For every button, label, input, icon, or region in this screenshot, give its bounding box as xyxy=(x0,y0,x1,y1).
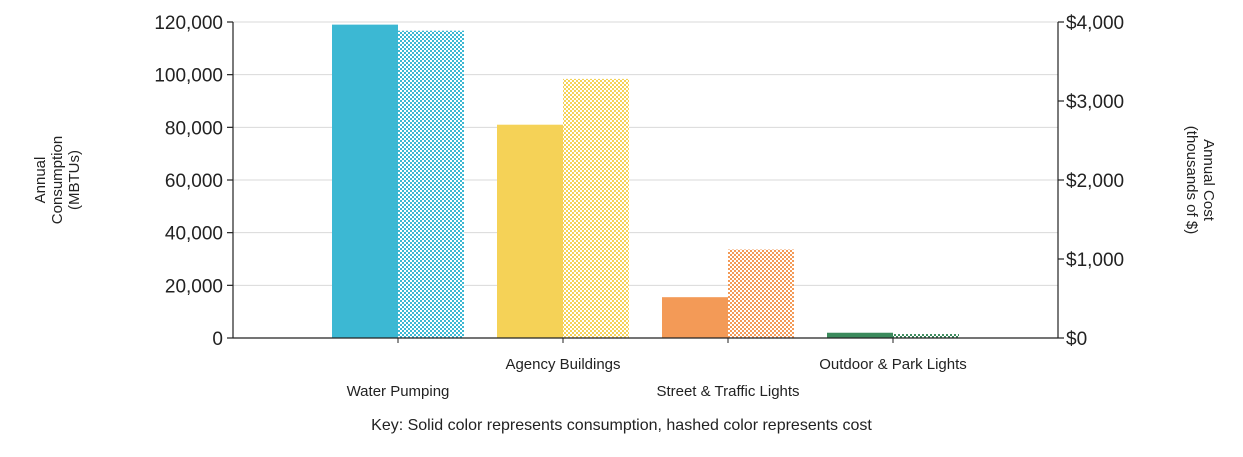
category-labels: Water Pumping Agency Buildings Street & Tr… xyxy=(347,356,967,400)
left-axis-ticks: 0 20,000 40,000 60,000 80,000 100,000 120,000 xyxy=(154,13,233,350)
cost-bar xyxy=(893,334,959,338)
left-tick-label: 40,000 xyxy=(165,224,223,245)
category-label: Outdoor & Park Lights xyxy=(819,356,967,373)
left-tick-label: 80,000 xyxy=(165,118,223,139)
right-axis-ticks: $0 $1,000 $2,000 $3,000 $4,000 xyxy=(1058,13,1124,350)
chart: 020,00040,00060,00080,000100,000120,000 … xyxy=(32,13,1217,400)
right-axis-label-line: Annual Cost xyxy=(1200,139,1217,222)
right-tick-label: $1,000 xyxy=(1066,250,1124,271)
left-tick-label: 120,000 xyxy=(154,13,223,34)
consumption-bar xyxy=(827,332,893,338)
left-axis-label: AnnualConsumption(MBTUs) xyxy=(32,136,83,224)
left-tick-label: 60,000 xyxy=(165,171,223,192)
cost-bar xyxy=(563,78,629,338)
bars xyxy=(332,24,959,339)
cost-bar xyxy=(728,249,794,338)
left-axis-label-line: Annual xyxy=(32,157,49,204)
left-tick-label: 0 xyxy=(212,329,223,350)
cost-bar xyxy=(398,30,464,338)
consumption-bar xyxy=(662,297,728,338)
right-tick-label: $3,000 xyxy=(1066,92,1124,113)
category-label: Water Pumping xyxy=(347,383,450,400)
category-label: Agency Buildings xyxy=(505,356,620,373)
right-axis-label: Annual Cost(thousands of $) xyxy=(1183,126,1217,234)
footnote: Key: Solid color represents consumption,… xyxy=(371,417,872,434)
right-tick-label: $4,000 xyxy=(1066,13,1124,34)
left-tick-label: 100,000 xyxy=(154,66,223,87)
category-label: Street & Traffic Lights xyxy=(656,383,799,400)
consumption-bar xyxy=(497,124,563,338)
left-tick-label: 20,000 xyxy=(165,276,223,297)
consumption-bar xyxy=(332,24,398,339)
right-tick-label: $2,000 xyxy=(1066,171,1124,192)
right-axis-label-line: (thousands of $) xyxy=(1183,126,1200,234)
right-tick-label: $0 xyxy=(1066,329,1087,350)
left-axis-label-line: Consumption xyxy=(49,136,66,224)
left-axis-label-line: (MBTUs) xyxy=(66,150,83,210)
